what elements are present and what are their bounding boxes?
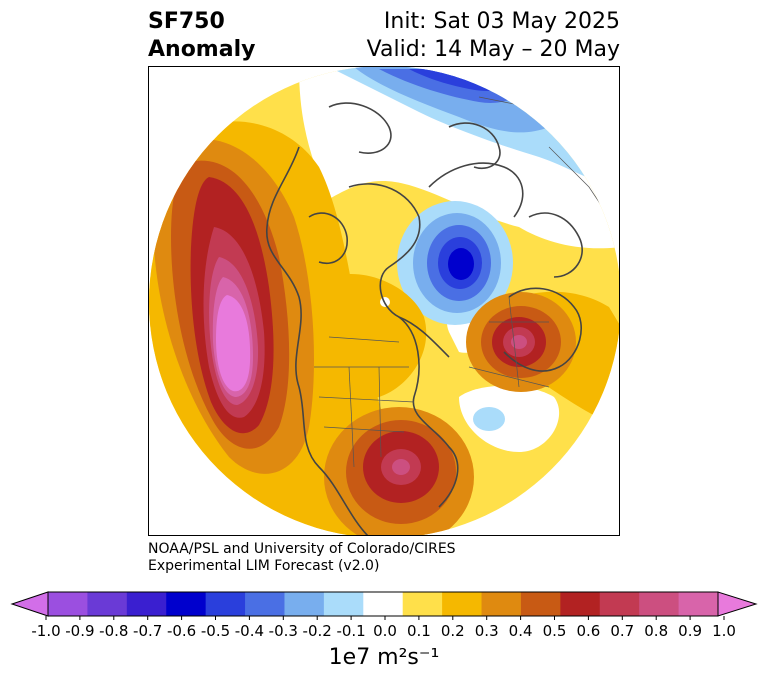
boundary-line xyxy=(323,426,405,433)
credit-text: NOAA/PSL and University of Colorado/CIRE… xyxy=(148,541,456,575)
colorbar-tick-label: 0.5 xyxy=(543,622,567,640)
variable-name: SF750 xyxy=(148,9,225,34)
colorbar-tick-label: 0.2 xyxy=(441,622,465,640)
colorbar-swatch xyxy=(284,592,325,616)
positive-anomaly-pacific-7 xyxy=(216,295,251,392)
colorbar-swatch xyxy=(402,592,443,616)
coastline-segment xyxy=(398,316,459,508)
colorbar-unit-label: 1e7 m²s⁻¹ xyxy=(328,645,440,670)
init-date: Init: Sat 03 May 2025 xyxy=(383,9,620,34)
colorbar-swatch xyxy=(678,592,719,616)
positive-anomaly-gold-central xyxy=(310,274,427,399)
colorbar-swatch xyxy=(87,592,128,616)
colorbar-outline xyxy=(47,591,719,617)
colorbar-swatch xyxy=(639,592,680,616)
colorbar-swatch xyxy=(166,592,207,616)
colorbar-swatch xyxy=(599,592,640,616)
map-panel xyxy=(148,66,620,536)
colorbar-swatch xyxy=(323,592,364,616)
colorbar-extend-high xyxy=(717,591,758,617)
colorbar-tick-label: -1.0 xyxy=(31,622,60,640)
boundary-line xyxy=(348,366,355,468)
boundary-line xyxy=(318,396,415,403)
anomaly-map xyxy=(149,67,619,535)
colorbar-tick-label: -0.5 xyxy=(201,622,230,640)
colorbar-tick-label: -0.2 xyxy=(303,622,332,640)
colorbar-swatch xyxy=(48,592,88,616)
colorbar-tick-label: -0.4 xyxy=(235,622,264,640)
coastline-segment xyxy=(266,146,370,535)
boundary-line xyxy=(468,366,550,388)
colorbar-swatch xyxy=(245,592,285,616)
colorbar-swatch xyxy=(520,592,561,616)
colorbar-tick-label: -0.1 xyxy=(336,622,365,640)
colorbar-tick-label: 0.8 xyxy=(644,622,668,640)
colorbar-tick-label: -0.9 xyxy=(65,622,94,640)
colorbar-swatch xyxy=(363,592,404,616)
credit-line-1: NOAA/PSL and University of Colorado/CIRE… xyxy=(148,541,456,557)
colorbar-swatch xyxy=(481,592,522,616)
colorbar-tick-label: 0.3 xyxy=(475,622,499,640)
colorbar-tick-label: 0.7 xyxy=(610,622,634,640)
boundaries xyxy=(314,96,610,468)
colorbar-tick-label: 0.1 xyxy=(407,622,431,640)
coastline-segment xyxy=(528,212,583,278)
title-right: Init: Sat 03 May 2025 Valid: 14 May – 20… xyxy=(367,8,620,64)
positive-anomaly-europe-5 xyxy=(511,335,527,349)
colorbar-tick-label: -0.7 xyxy=(133,622,162,640)
coastline-segment xyxy=(503,287,583,372)
field-kind: Anomaly xyxy=(148,37,256,62)
coastline-segment xyxy=(428,162,524,218)
colorbar-tick-label: 1.0 xyxy=(712,622,736,640)
coastline-segment xyxy=(348,183,450,358)
coastline-segment xyxy=(448,122,501,169)
colorbar-extend-low xyxy=(10,591,49,617)
colorbar-tick-label: -0.6 xyxy=(167,622,196,640)
negative-anomaly-greenland-5 xyxy=(448,248,474,280)
coastlines xyxy=(266,102,583,535)
colorbar-tick-label: 0.6 xyxy=(576,622,600,640)
boundary-line xyxy=(508,296,520,388)
colorbar-swatch xyxy=(205,592,246,616)
colorbar-swatch xyxy=(560,592,601,616)
colorbar-swatch xyxy=(126,592,167,616)
map-disc xyxy=(149,67,619,535)
colorbar: -1.0 -0.9 -0.8 -0.7 -0.6 -0.5 -0.4 -0.3 -0.2 -0.1… xyxy=(10,591,758,640)
colorbar-tick-label: 0.9 xyxy=(678,622,702,640)
coastline-segment xyxy=(328,102,392,154)
colorbar-tick-label: 0.4 xyxy=(509,622,533,640)
negative-anomaly-atlantic xyxy=(473,407,505,431)
positive-anomaly-se-us-5 xyxy=(392,459,410,475)
neutral-zone-atlantic xyxy=(459,385,560,452)
colorbar-tick-label: -0.8 xyxy=(99,622,128,640)
boundary-line xyxy=(378,366,382,458)
credit-line-2: Experimental LIM Forecast (v2.0) xyxy=(148,558,380,574)
boundary-line xyxy=(328,336,400,343)
valid-range: Valid: 14 May – 20 May xyxy=(366,37,620,62)
colorbar-tick-label: -0.3 xyxy=(269,622,298,640)
coastline-segment xyxy=(308,212,348,264)
title-left: SF750 Anomaly xyxy=(148,8,255,64)
colorbar-swatch xyxy=(442,592,483,616)
colorbar-tick-label: 0.0 xyxy=(373,622,397,640)
